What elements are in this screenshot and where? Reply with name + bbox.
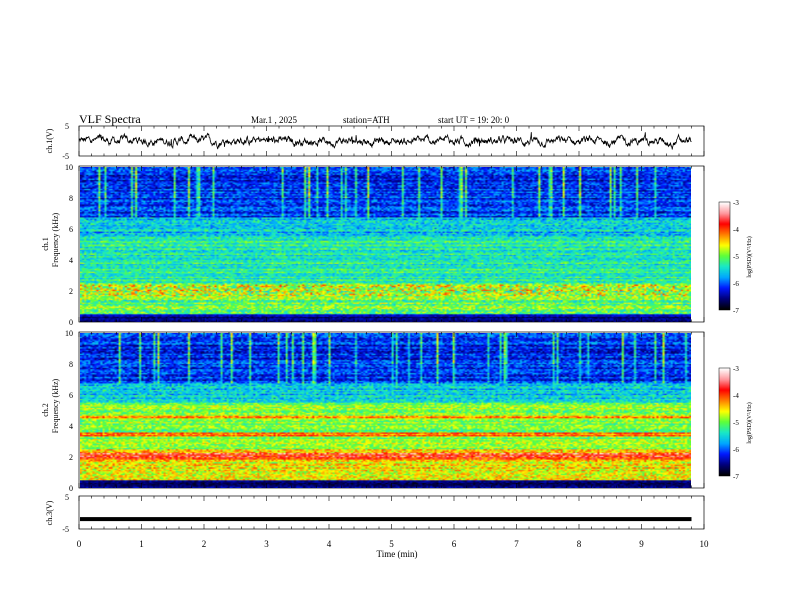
ch2-colorbar-label: log(PSD)(V²/Hz) (746, 402, 753, 443)
time-tick-label-7: 7 (514, 539, 519, 549)
ch1-voltage-ylabel: ch.1(V) (45, 128, 54, 153)
figure-title: VLF Spectra (79, 112, 141, 126)
start-ut-label: start UT = 19: 20: 0 (438, 115, 510, 125)
time-tick-label-6: 6 (452, 539, 457, 549)
time-tick-label-1: 1 (139, 539, 144, 549)
ch1-ytick-top: 5 (65, 122, 69, 131)
ch1-voltage-panel: 5 -5 ch.1(V) (45, 122, 705, 161)
time-axis-tick-labels: 0 1 2 3 4 5 6 7 8 9 10 (77, 539, 709, 549)
ch1-ytick-bottom: -5 (62, 152, 69, 161)
time-axis-ticks (78, 126, 705, 529)
date-label: Mar.1 , 2025 (251, 115, 297, 125)
ch2-freq-tick-6: 6 (69, 391, 73, 400)
time-tick-label-4: 4 (327, 539, 332, 549)
ch2-channel-label: ch.2 (41, 403, 50, 417)
ch1-freq-tick-6: 6 (69, 225, 73, 234)
ch2-spectrogram-panel: 10 8 6 4 2 0 ch.2 Frequency (kHz) -3 -4 … (41, 329, 753, 493)
ch2-cbar-tick-m4: -4 (733, 392, 739, 400)
time-tick-label-5: 5 (389, 539, 394, 549)
ch2-spectrogram-yticks: 10 8 6 4 2 0 (65, 329, 73, 493)
ch2-spectrogram-image (80, 333, 691, 488)
ch2-cbar-tick-m3: -3 (733, 365, 739, 373)
ch2-freq-tick-0: 0 (69, 484, 73, 493)
ch2-freq-tick-4: 4 (69, 422, 73, 431)
ch1-spectrogram-yticks: 10 8 6 4 2 0 (65, 163, 73, 327)
ch3-voltage-panel: 5 -5 ch.3(V) (45, 493, 705, 534)
ch1-freq-tick-4: 4 (69, 256, 73, 265)
ch2-cbar-tick-m7: -7 (733, 473, 739, 481)
ch1-spectrogram-panel: 10 8 6 4 2 0 ch.1 Frequency (kHz) -3 -4 … (41, 163, 753, 327)
ch1-colorbar-frame (718, 201, 731, 311)
ch1-frequency-ylabel: Frequency (kHz) (51, 212, 60, 267)
ch3-voltage-trace (80, 517, 692, 522)
ch1-colorbar-label: log(PSD)(V²/Hz) (746, 236, 753, 277)
station-label: station=ATH (343, 115, 390, 125)
ch1-freq-tick-8: 8 (69, 194, 73, 203)
ch1-freq-tick-2: 2 (69, 287, 73, 296)
ch1-channel-label: ch.1 (41, 237, 50, 251)
ch2-freq-tick-2: 2 (69, 453, 73, 462)
ch1-cbar-tick-m7: -7 (733, 307, 739, 315)
ch1-spectrogram-image (80, 167, 691, 322)
ch2-cbar-tick-m6: -6 (733, 446, 739, 454)
ch3-ytick-top: 5 (65, 493, 69, 502)
ch3-ytick-bottom: -5 (62, 525, 69, 534)
time-tick-label-3: 3 (264, 539, 269, 549)
time-tick-label-10: 10 (700, 539, 710, 549)
ch1-cbar-tick-m4: -4 (733, 226, 739, 234)
ch3-voltage-ylabel: ch.3(V) (45, 500, 54, 525)
ch1-cbar-tick-m6: -6 (733, 280, 739, 288)
ch2-frequency-ylabel: Frequency (kHz) (51, 378, 60, 433)
time-tick-label-2: 2 (202, 539, 207, 549)
ch2-freq-tick-8: 8 (69, 360, 73, 369)
ch1-colorbar (719, 202, 730, 310)
ch1-freq-tick-10: 10 (65, 163, 73, 172)
ch2-cbar-tick-m5: -5 (733, 419, 739, 427)
ch1-cbar-tick-m3: -3 (733, 199, 739, 207)
time-tick-label-0: 0 (77, 539, 82, 549)
ch1-freq-tick-0: 0 (69, 318, 73, 327)
time-tick-label-8: 8 (577, 539, 582, 549)
ch1-cbar-tick-m5: -5 (733, 253, 739, 261)
ch1-voltage-trace (78, 132, 692, 150)
ch3-voltage-frame (78, 495, 705, 530)
time-tick-label-9: 9 (639, 539, 644, 549)
ch2-freq-tick-10: 10 (65, 329, 73, 338)
ch2-colorbar-frame (718, 367, 731, 477)
ch2-colorbar (719, 368, 730, 476)
time-axis-label: Time (min) (377, 549, 418, 559)
